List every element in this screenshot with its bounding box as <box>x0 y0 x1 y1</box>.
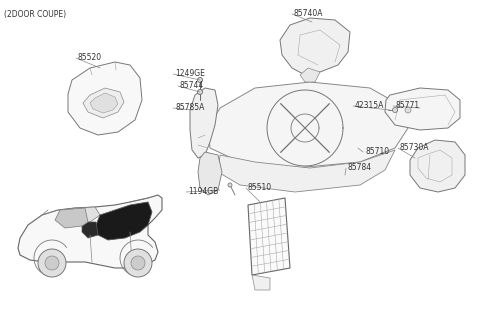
Polygon shape <box>208 82 410 168</box>
Circle shape <box>45 256 59 270</box>
Circle shape <box>197 77 203 83</box>
Text: 85744: 85744 <box>180 81 204 91</box>
Polygon shape <box>96 202 152 240</box>
Text: (2DOOR COUPE): (2DOOR COUPE) <box>4 10 66 19</box>
Polygon shape <box>55 208 88 228</box>
Polygon shape <box>410 140 465 192</box>
Text: 85771: 85771 <box>395 101 419 111</box>
Circle shape <box>38 249 66 277</box>
Polygon shape <box>82 222 98 238</box>
Text: 85510: 85510 <box>248 183 272 193</box>
Circle shape <box>124 249 152 277</box>
Circle shape <box>131 256 145 270</box>
Circle shape <box>228 183 232 187</box>
Text: 1249GE: 1249GE <box>175 70 205 78</box>
Polygon shape <box>90 93 118 113</box>
Polygon shape <box>385 88 460 130</box>
Polygon shape <box>300 68 320 82</box>
Polygon shape <box>68 62 142 135</box>
Text: 85740A: 85740A <box>294 10 324 18</box>
Text: 85785A: 85785A <box>175 104 204 113</box>
Polygon shape <box>18 195 162 268</box>
Text: 85710: 85710 <box>365 148 389 156</box>
Text: 85784: 85784 <box>348 163 372 173</box>
Polygon shape <box>190 88 218 158</box>
Circle shape <box>197 90 203 94</box>
Polygon shape <box>60 207 100 224</box>
Polygon shape <box>280 18 350 75</box>
Polygon shape <box>198 152 222 195</box>
Polygon shape <box>252 275 270 290</box>
Text: 42315A: 42315A <box>355 101 384 111</box>
Circle shape <box>405 107 411 113</box>
Text: 85520: 85520 <box>78 53 102 63</box>
Polygon shape <box>83 88 124 118</box>
Text: 85730A: 85730A <box>400 144 430 153</box>
Polygon shape <box>218 150 395 192</box>
Polygon shape <box>248 198 290 275</box>
Circle shape <box>393 108 397 113</box>
Text: 1194GB: 1194GB <box>188 188 218 196</box>
